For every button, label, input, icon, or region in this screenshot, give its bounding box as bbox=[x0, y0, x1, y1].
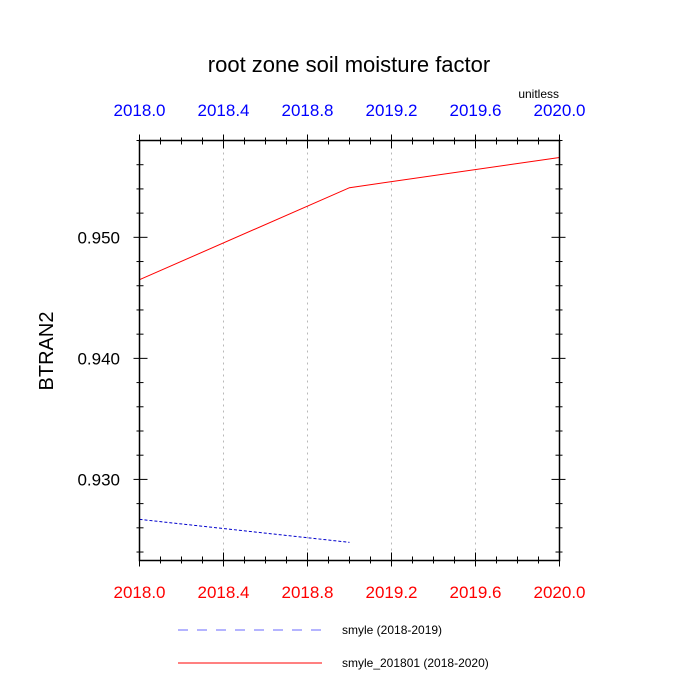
legend: smyle (2018-2019) smyle_201801 (2018-2020… bbox=[178, 623, 489, 670]
x-tick-label-top-1: 2018.4 bbox=[198, 101, 250, 120]
x-tick-label-top-0: 2018.0 bbox=[114, 101, 166, 120]
axis-tick-labels: 2018.0 2018.0 2018.4 2018.4 2018.8 2018.8 2019… bbox=[77, 101, 585, 602]
y-tick-label-0: 0.930 bbox=[77, 470, 120, 489]
chart-title: root zone soil moisture factor bbox=[208, 52, 490, 77]
series-lines bbox=[139, 156, 560, 543]
y-tick-label-1: 0.940 bbox=[77, 349, 120, 368]
series-line-1 bbox=[139, 156, 560, 281]
x-tick-label-bottom-5: 2020.0 bbox=[534, 583, 586, 602]
y-axis-label: BTRAN2 bbox=[36, 312, 58, 391]
legend-label-1: smyle_201801 (2018-2020) bbox=[342, 656, 489, 670]
x-tick-label-top-4: 2019.6 bbox=[450, 101, 502, 120]
x-tick-label-top-3: 2019.2 bbox=[366, 101, 418, 120]
legend-label-0: smyle (2018-2019) bbox=[342, 623, 442, 637]
x-tick-label-bottom-4: 2019.6 bbox=[450, 583, 502, 602]
x-tick-label-top-2: 2018.8 bbox=[282, 101, 334, 120]
series-line-0 bbox=[139, 518, 350, 543]
x-tick-label-bottom-2: 2018.8 bbox=[282, 583, 334, 602]
x-tick-label-bottom-3: 2019.2 bbox=[366, 583, 418, 602]
grid-lines bbox=[223, 140, 476, 561]
x-tick-label-bottom-1: 2018.4 bbox=[198, 583, 250, 602]
x-tick-label-top-5: 2020.0 bbox=[534, 101, 586, 120]
x-tick-label-bottom-0: 2018.0 bbox=[114, 583, 166, 602]
plot-frame bbox=[138, 139, 561, 562]
y-tick-label-2: 0.950 bbox=[77, 228, 120, 247]
axis-ticks bbox=[133, 134, 566, 567]
units-label: unitless bbox=[518, 87, 559, 101]
